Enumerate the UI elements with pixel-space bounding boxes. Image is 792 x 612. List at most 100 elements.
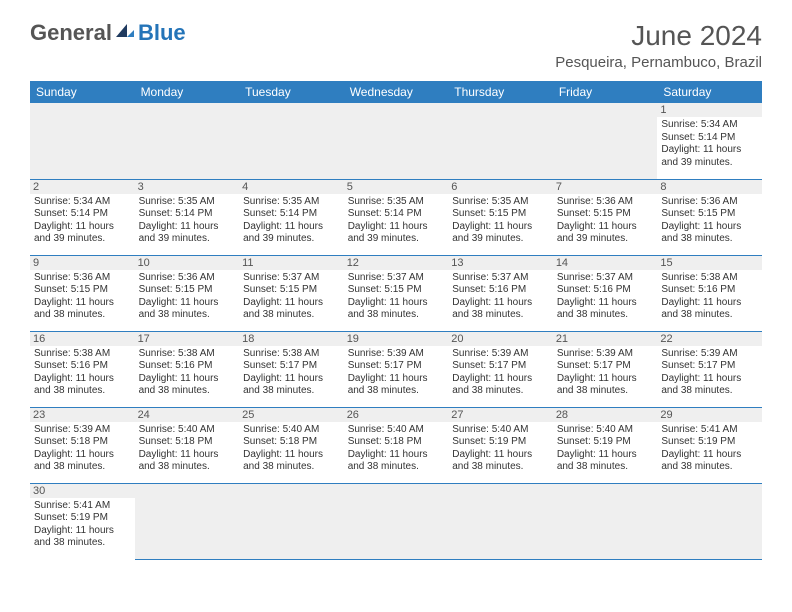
day-number: 5 — [344, 180, 449, 194]
day-number: 13 — [448, 256, 553, 270]
calendar-day-cell: 2Sunrise: 5:34 AMSunset: 5:14 PMDaylight… — [30, 179, 135, 255]
calendar-empty-cell — [344, 103, 449, 179]
calendar-day-cell: 18Sunrise: 5:38 AMSunset: 5:17 PMDayligh… — [239, 331, 344, 407]
calendar-empty-cell — [239, 483, 344, 559]
daylight-line: Daylight: 11 hours and 38 minutes. — [139, 449, 236, 474]
daylight-line: Daylight: 11 hours and 39 minutes. — [348, 221, 445, 246]
sunset-line: Sunset: 5:15 PM — [452, 208, 549, 221]
daylight-line: Daylight: 11 hours and 39 minutes. — [243, 221, 340, 246]
sunset-line: Sunset: 5:15 PM — [348, 284, 445, 297]
sunset-line: Sunset: 5:16 PM — [139, 360, 236, 373]
day-number: 3 — [135, 180, 240, 194]
daylight-line: Daylight: 11 hours and 38 minutes. — [557, 297, 654, 322]
sunrise-line: Sunrise: 5:37 AM — [452, 272, 549, 285]
daylight-line: Daylight: 11 hours and 39 minutes. — [139, 221, 236, 246]
day-number: 10 — [135, 256, 240, 270]
calendar-empty-cell — [448, 103, 553, 179]
day-number: 28 — [553, 408, 658, 422]
sunrise-line: Sunrise: 5:37 AM — [348, 272, 445, 285]
daylight-line: Daylight: 11 hours and 38 minutes. — [661, 221, 758, 246]
calendar-day-cell: 17 Sunrise: 5:38 AMSunset: 5:16 PMDayligh… — [135, 331, 240, 407]
daylight-line: Daylight: 11 hours and 38 minutes. — [661, 373, 758, 398]
sunset-line: Sunset: 5:15 PM — [139, 284, 236, 297]
sunrise-line: Sunrise: 5:38 AM — [139, 348, 236, 361]
sunrise-line: Sunrise: 5:36 AM — [139, 272, 236, 285]
calendar-day-cell: 3Sunrise: 5:35 AMSunset: 5:14 PMDaylight… — [135, 179, 240, 255]
calendar-day-cell: 30Sunrise: 5:41 AMSunset: 5:19 PMDayligh… — [30, 483, 135, 559]
calendar-day-cell: 5Sunrise: 5:35 AMSunset: 5:14 PMDaylight… — [344, 179, 449, 255]
sunrise-line: Sunrise: 5:34 AM — [34, 196, 131, 209]
sunset-line: Sunset: 5:17 PM — [243, 360, 340, 373]
day-number: 16 — [30, 332, 135, 346]
sunrise-line: Sunrise: 5:34 AM — [661, 119, 758, 132]
calendar-day-cell: 19Sunrise: 5:39 AMSunset: 5:17 PMDayligh… — [344, 331, 449, 407]
calendar-empty-cell — [344, 483, 449, 559]
day-number: 23 — [30, 408, 135, 422]
brand-blue: Blue — [138, 20, 186, 46]
day-number: 17 — [135, 332, 240, 346]
sunset-line: Sunset: 5:14 PM — [139, 208, 236, 221]
day-number: 9 — [30, 256, 135, 270]
daylight-line: Daylight: 11 hours and 38 minutes. — [557, 449, 654, 474]
sunrise-line: Sunrise: 5:40 AM — [557, 424, 654, 437]
day-number: 11 — [239, 256, 344, 270]
day-number: 14 — [553, 256, 658, 270]
calendar-day-cell: 22 Sunrise: 5:39 AMSunset: 5:17 PMDayligh… — [657, 331, 762, 407]
sunset-line: Sunset: 5:19 PM — [661, 436, 758, 449]
calendar-week-row: 9Sunrise: 5:36 AMSunset: 5:15 PMDaylight… — [30, 255, 762, 331]
sunset-line: Sunset: 5:16 PM — [452, 284, 549, 297]
sunset-line: Sunset: 5:18 PM — [243, 436, 340, 449]
daylight-line: Daylight: 11 hours and 38 minutes. — [348, 449, 445, 474]
calendar-empty-cell — [553, 483, 658, 559]
weekday-header: Wednesday — [344, 81, 449, 103]
sunrise-line: Sunrise: 5:37 AM — [557, 272, 654, 285]
calendar-day-cell: 1Sunrise: 5:34 AMSunset: 5:14 PMDaylight… — [657, 103, 762, 179]
daylight-line: Daylight: 11 hours and 38 minutes. — [34, 373, 131, 398]
sunrise-line: Sunrise: 5:37 AM — [243, 272, 340, 285]
weekday-header: Tuesday — [239, 81, 344, 103]
daylight-line: Daylight: 11 hours and 38 minutes. — [348, 297, 445, 322]
calendar-empty-cell — [135, 483, 240, 559]
title-block: June 2024 Pesqueira, Pernambuco, Brazil — [555, 20, 762, 71]
calendar-day-cell: 23Sunrise: 5:39 AMSunset: 5:18 PMDayligh… — [30, 407, 135, 483]
calendar-day-cell: 8Sunrise: 5:36 AMSunset: 5:15 PMDaylight… — [657, 179, 762, 255]
daylight-line: Daylight: 11 hours and 38 minutes. — [661, 449, 758, 474]
day-number: 22 — [657, 332, 762, 346]
sunset-line: Sunset: 5:16 PM — [557, 284, 654, 297]
sunset-line: Sunset: 5:15 PM — [661, 208, 758, 221]
daylight-line: Daylight: 11 hours and 39 minutes. — [557, 221, 654, 246]
day-number: 18 — [239, 332, 344, 346]
daylight-line: Daylight: 11 hours and 38 minutes. — [34, 525, 131, 550]
sunrise-line: Sunrise: 5:40 AM — [452, 424, 549, 437]
sunset-line: Sunset: 5:16 PM — [34, 360, 131, 373]
sunset-line: Sunset: 5:15 PM — [243, 284, 340, 297]
day-number: 21 — [553, 332, 658, 346]
month-title: June 2024 — [555, 20, 762, 52]
calendar-day-cell: 12Sunrise: 5:37 AMSunset: 5:15 PMDayligh… — [344, 255, 449, 331]
daylight-line: Daylight: 11 hours and 38 minutes. — [243, 297, 340, 322]
daylight-line: Daylight: 11 hours and 38 minutes. — [452, 449, 549, 474]
sunrise-line: Sunrise: 5:35 AM — [348, 196, 445, 209]
sunrise-line: Sunrise: 5:41 AM — [661, 424, 758, 437]
sunset-line: Sunset: 5:17 PM — [661, 360, 758, 373]
sunrise-line: Sunrise: 5:39 AM — [34, 424, 131, 437]
daylight-line: Daylight: 11 hours and 38 minutes. — [139, 297, 236, 322]
calendar-empty-cell — [657, 483, 762, 559]
daylight-line: Daylight: 11 hours and 38 minutes. — [139, 373, 236, 398]
calendar-day-cell: 10 Sunrise: 5:36 AMSunset: 5:15 PMDayligh… — [135, 255, 240, 331]
sunrise-line: Sunrise: 5:36 AM — [661, 196, 758, 209]
day-number: 15 — [657, 256, 762, 270]
header: General Blue June 2024 Pesqueira, Pernam… — [0, 0, 792, 81]
calendar-day-cell: 26Sunrise: 5:40 AMSunset: 5:18 PMDayligh… — [344, 407, 449, 483]
calendar-empty-cell — [448, 483, 553, 559]
sunrise-line: Sunrise: 5:40 AM — [348, 424, 445, 437]
calendar-day-cell: 13Sunrise: 5:37 AMSunset: 5:16 PMDayligh… — [448, 255, 553, 331]
sunrise-line: Sunrise: 5:39 AM — [661, 348, 758, 361]
day-number: 30 — [30, 484, 135, 498]
calendar-week-row: 1Sunrise: 5:34 AMSunset: 5:14 PMDaylight… — [30, 103, 762, 179]
sunrise-line: Sunrise: 5:36 AM — [557, 196, 654, 209]
day-number: 4 — [239, 180, 344, 194]
weekday-header: Sunday — [30, 81, 135, 103]
sunset-line: Sunset: 5:17 PM — [452, 360, 549, 373]
daylight-line: Daylight: 11 hours and 38 minutes. — [452, 373, 549, 398]
